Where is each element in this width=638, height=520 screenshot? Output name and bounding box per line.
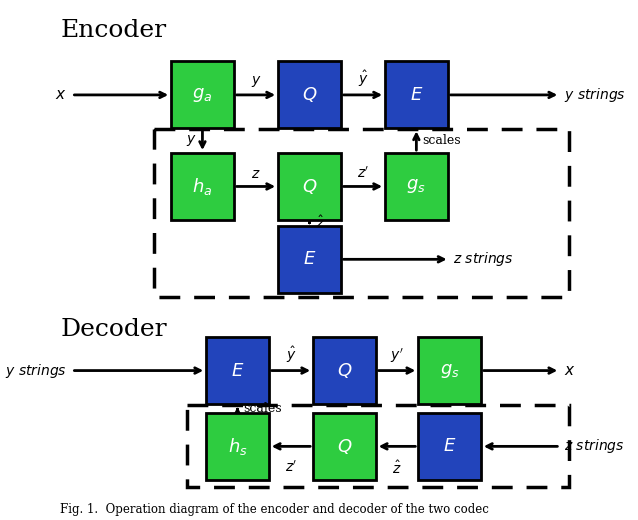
Text: $E$: $E$ xyxy=(443,437,456,456)
Text: $y'$: $y'$ xyxy=(390,346,404,365)
Text: $z'$: $z'$ xyxy=(357,165,369,180)
Text: $h_s$: $h_s$ xyxy=(228,436,248,457)
Text: $\hat{z}$: $\hat{z}$ xyxy=(392,460,402,477)
Text: $g_s$: $g_s$ xyxy=(406,177,426,196)
FancyBboxPatch shape xyxy=(206,413,269,480)
Text: $g_a$: $g_a$ xyxy=(192,86,212,104)
Text: $\hat{y}$: $\hat{y}$ xyxy=(357,69,368,89)
Text: Encoder: Encoder xyxy=(61,19,167,42)
Text: Decoder: Decoder xyxy=(61,318,167,342)
Text: $E$: $E$ xyxy=(302,250,316,268)
FancyBboxPatch shape xyxy=(419,413,481,480)
Text: $Q$: $Q$ xyxy=(302,85,317,105)
FancyBboxPatch shape xyxy=(278,61,341,128)
Text: Fig. 1.  Operation diagram of the encoder and decoder of the two codec: Fig. 1. Operation diagram of the encoder… xyxy=(61,503,489,516)
FancyBboxPatch shape xyxy=(171,153,234,220)
Text: $y$: $y$ xyxy=(186,133,197,148)
Text: $z\ strings$: $z\ strings$ xyxy=(564,437,625,456)
Text: $\hat{z}$: $\hat{z}$ xyxy=(315,214,325,231)
Text: $\hat{y}$: $\hat{y}$ xyxy=(286,344,296,365)
FancyBboxPatch shape xyxy=(419,337,481,404)
FancyBboxPatch shape xyxy=(278,153,341,220)
Text: $z$: $z$ xyxy=(251,166,261,180)
Text: $Q$: $Q$ xyxy=(337,437,352,456)
Text: $E$: $E$ xyxy=(410,86,423,104)
Text: $y$: $y$ xyxy=(251,74,262,89)
Text: $z'$: $z'$ xyxy=(285,460,297,475)
Text: $x$: $x$ xyxy=(564,363,575,378)
FancyBboxPatch shape xyxy=(313,337,376,404)
Text: $x$: $x$ xyxy=(56,88,67,102)
Text: $Q$: $Q$ xyxy=(302,177,317,196)
FancyBboxPatch shape xyxy=(206,337,269,404)
Text: scales: scales xyxy=(422,134,461,147)
FancyBboxPatch shape xyxy=(278,226,341,293)
FancyBboxPatch shape xyxy=(313,413,376,480)
FancyBboxPatch shape xyxy=(385,61,448,128)
Text: $E$: $E$ xyxy=(231,361,244,380)
Text: $h_a$: $h_a$ xyxy=(192,176,212,197)
FancyBboxPatch shape xyxy=(385,153,448,220)
Text: $y\ strings$: $y\ strings$ xyxy=(5,361,67,380)
Text: scales: scales xyxy=(243,402,281,415)
Text: $g_s$: $g_s$ xyxy=(440,361,459,380)
Text: $y\ strings$: $y\ strings$ xyxy=(564,86,626,104)
FancyBboxPatch shape xyxy=(171,61,234,128)
Text: $Q$: $Q$ xyxy=(337,361,352,380)
Text: $z\ strings$: $z\ strings$ xyxy=(453,250,514,268)
